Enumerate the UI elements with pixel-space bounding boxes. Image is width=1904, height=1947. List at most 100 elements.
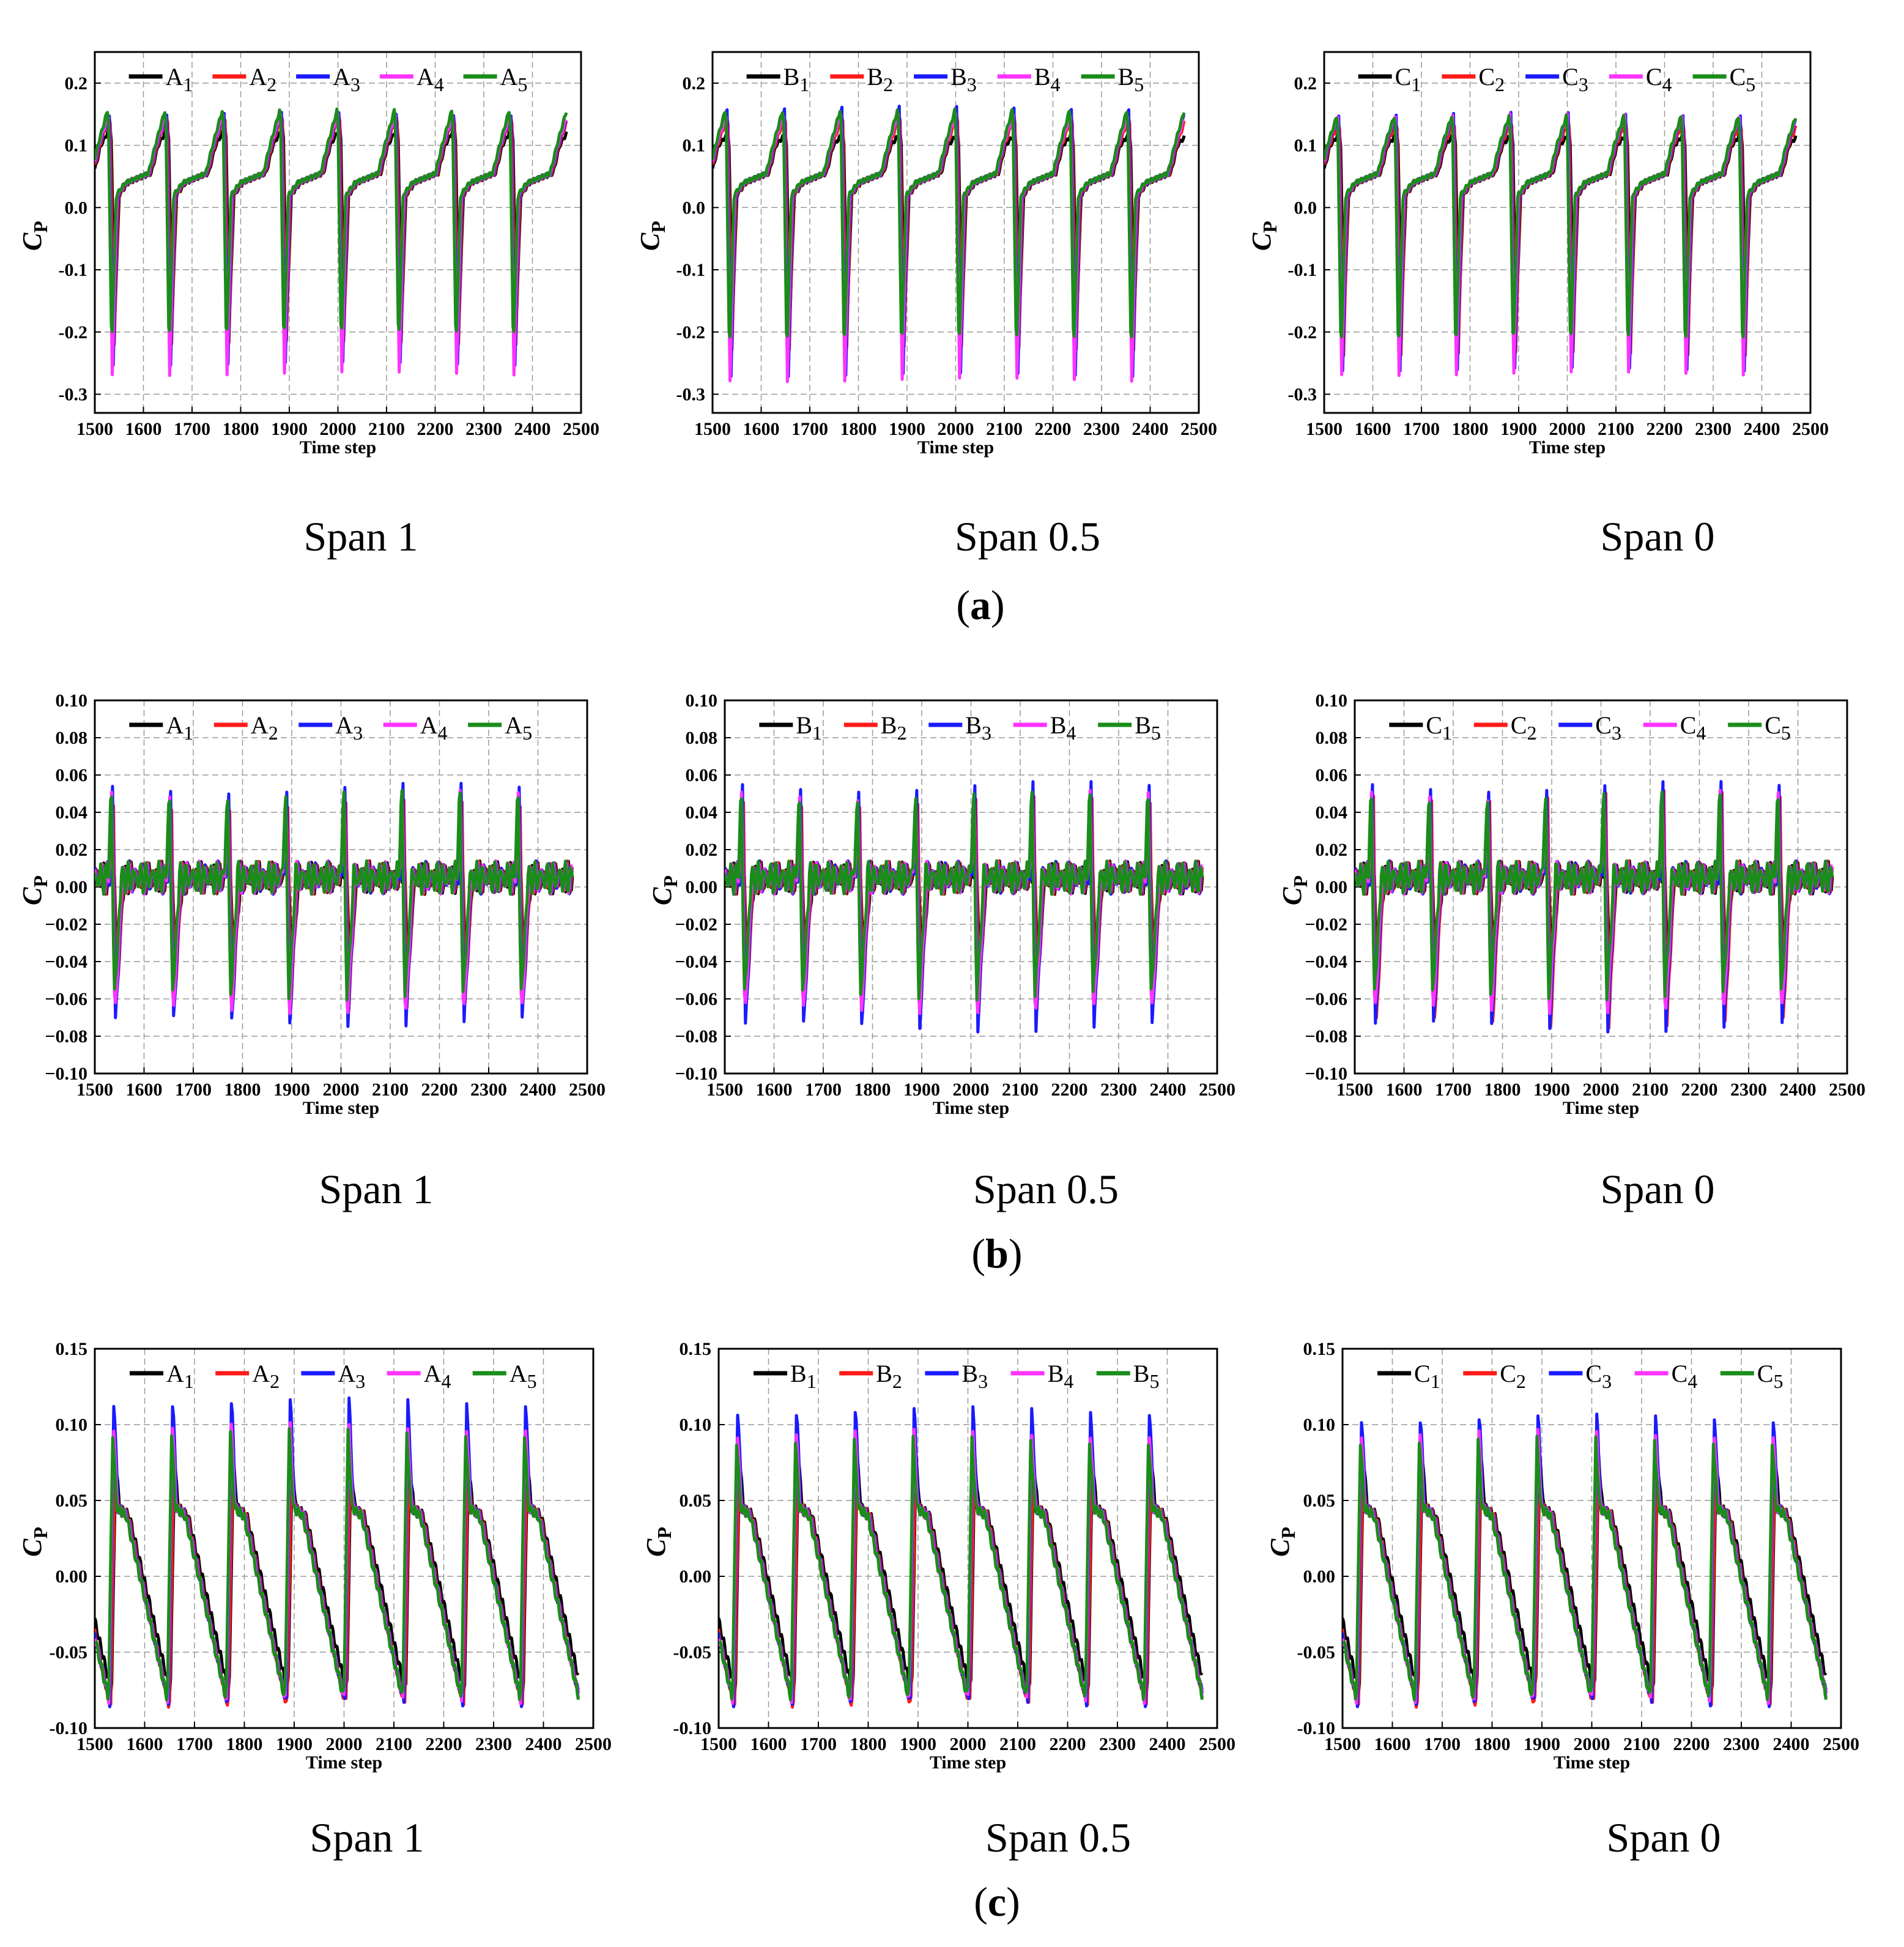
x-tick-label: 1800 <box>224 1080 261 1100</box>
legend: B1 B2 B3 B4 B5 <box>746 63 1144 95</box>
y-tick-label: -0.1 <box>59 260 88 280</box>
x-tick-label: 1600 <box>1355 419 1391 439</box>
x-tick-label: 2100 <box>372 1080 409 1100</box>
y-tick-label: 0.02 <box>56 840 88 860</box>
legend-label: C4 <box>1672 1360 1698 1392</box>
series-group <box>725 780 1204 1034</box>
legend: C1 C2 C3 C4 C5 <box>1389 711 1791 744</box>
x-tick-label: 1900 <box>900 1734 936 1754</box>
y-tick-label: −0.02 <box>675 914 717 935</box>
x-axis-label: Time step <box>1529 437 1606 458</box>
x-tick-label: 1700 <box>176 1734 213 1754</box>
legend-label: C1 <box>1426 711 1452 744</box>
y-tick-label: 0.04 <box>686 803 718 823</box>
legend-label: A5 <box>509 1360 537 1392</box>
legend-label: B1 <box>796 711 822 744</box>
legend-label: C4 <box>1680 711 1706 744</box>
y-tick-label: −0.08 <box>1305 1026 1347 1047</box>
x-tick-label: 2300 <box>475 1734 512 1754</box>
series-line-5 <box>1355 790 1834 1002</box>
x-tick-label: 1600 <box>743 419 780 439</box>
x-axis-label: Time step <box>933 1098 1009 1118</box>
series-line-5 <box>713 107 1186 339</box>
chart-b-span0: 1500 1600 1700 1800 1900 2000 2100 2200 2300 2400… <box>1277 691 1872 1132</box>
x-tick-label: 1500 <box>1336 1080 1373 1100</box>
series-line-5 <box>95 107 568 333</box>
legend-label: A2 <box>252 1360 280 1392</box>
y-tick-label: −0.04 <box>1305 952 1347 972</box>
series-group <box>719 1405 1204 1709</box>
legend: C1 C2 C3 C4 C5 <box>1358 63 1755 95</box>
x-tick-label: 2500 <box>569 1080 606 1100</box>
legend-label: A4 <box>420 711 448 744</box>
x-tick-label: 1800 <box>1484 1080 1521 1100</box>
y-tick-label: -0.3 <box>1288 384 1317 404</box>
series-line-5 <box>95 1427 580 1702</box>
legend-label: C3 <box>1595 711 1621 744</box>
x-tick-label: 2000 <box>950 1734 987 1754</box>
y-tick-label: -0.05 <box>50 1642 88 1663</box>
y-tick-label: -0.1 <box>1288 260 1317 280</box>
y-tick-label: 0.05 <box>1303 1491 1336 1511</box>
y-tick-label: −0.04 <box>675 952 717 972</box>
x-tick-label: 1800 <box>223 419 259 439</box>
x-tick-label: 1600 <box>1386 1080 1423 1100</box>
x-tick-label: 2000 <box>953 1080 990 1100</box>
x-axis-label: Time step <box>917 437 994 458</box>
y-axis-label: CP <box>17 875 51 905</box>
legend-label: A2 <box>251 711 278 744</box>
x-tick-label: 1900 <box>276 1734 313 1754</box>
x-tick-label: 2400 <box>514 419 551 439</box>
legend-label: B1 <box>783 63 810 95</box>
x-tick-label: 1500 <box>76 1734 113 1754</box>
x-axis-label: Time step <box>300 437 376 458</box>
y-tick-label: 0.1 <box>65 136 88 156</box>
caption-b-span05: Span 0.5 <box>973 1166 1119 1212</box>
x-tick-label: 2200 <box>1050 1734 1086 1754</box>
legend: B1 B2 B3 B4 B5 <box>759 711 1161 744</box>
legend-label: A1 <box>166 711 193 744</box>
y-tick-label: 0.00 <box>686 877 718 897</box>
x-tick-label: 2500 <box>575 1734 612 1754</box>
x-tick-label: 2400 <box>1744 419 1780 439</box>
series-line-5 <box>1324 113 1798 339</box>
x-tick-label: 2500 <box>1199 1734 1235 1754</box>
x-tick-label: 1700 <box>1435 1080 1472 1100</box>
legend-label: B2 <box>867 63 893 95</box>
legend-label: A3 <box>338 1360 365 1392</box>
series-group <box>1324 111 1798 377</box>
legend-label: C1 <box>1395 63 1421 95</box>
legend-label: B5 <box>1133 1360 1160 1392</box>
legend-label: A4 <box>424 1360 451 1392</box>
y-axis-label: CP <box>635 221 669 251</box>
y-tick-label: 0.10 <box>680 1415 712 1435</box>
caption-c-span0: Span 0 <box>1606 1814 1721 1861</box>
caption-c-span1: Span 1 <box>309 1814 424 1861</box>
y-tick-label: -0.1 <box>676 260 706 280</box>
x-tick-label: 2100 <box>1623 1734 1660 1754</box>
x-tick-label: 2500 <box>1199 1080 1235 1100</box>
y-tick-label: 0.00 <box>56 877 88 897</box>
legend-label: A3 <box>333 63 360 95</box>
x-tick-label: 1800 <box>1474 1734 1511 1754</box>
legend-label: B3 <box>965 711 991 744</box>
x-tick-label: 2300 <box>470 1080 507 1100</box>
y-tick-label: 0.00 <box>1303 1567 1336 1587</box>
series-line-5 <box>719 1434 1204 1702</box>
x-tick-label: 2300 <box>1083 419 1120 439</box>
y-tick-label: -0.10 <box>673 1718 712 1738</box>
y-tick-label: 0.2 <box>65 73 88 94</box>
y-tick-label: -0.05 <box>673 1642 712 1663</box>
legend-label: C3 <box>1562 63 1588 95</box>
chart-b-span05: 1500 1600 1700 1800 1900 2000 2100 2200 2300 2400… <box>647 691 1242 1132</box>
x-tick-label: 2000 <box>1583 1080 1620 1100</box>
chart-c-span1: 1500 1600 1700 1800 1900 2000 2100 2200 2300 2400… <box>17 1339 618 1786</box>
caption-a-span05: Span 0.5 <box>955 513 1100 560</box>
series-group <box>1343 1412 1828 1709</box>
x-tick-label: 1500 <box>700 1734 737 1754</box>
series-group <box>95 782 574 1028</box>
series-line-5 <box>1343 1434 1828 1702</box>
series-line-4 <box>95 788 574 1015</box>
y-axis-label: CP <box>1265 1527 1299 1557</box>
x-tick-label: 1800 <box>850 1734 887 1754</box>
